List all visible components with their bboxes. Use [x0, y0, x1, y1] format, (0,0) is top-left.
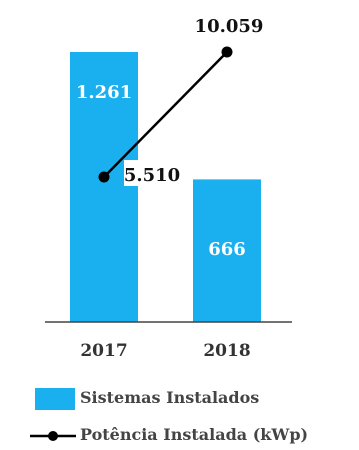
legend-label-line: Potência Instalada (kWp) [80, 425, 309, 444]
legend-item-bar: Sistemas Instalados [0, 388, 359, 412]
bar-value-label-2018: 666 [208, 239, 246, 260]
line-point-2017 [98, 171, 110, 183]
line-value-label-2018: 10.059 [195, 16, 264, 37]
legend-label-bar: Sistemas Instalados [80, 388, 260, 407]
line-point-2018 [221, 46, 233, 58]
x-tick-label-2017: 2017 [80, 341, 127, 361]
line-value-label-bg [124, 160, 180, 186]
line-series-path [103, 51, 228, 178]
x-tick-label-2018: 2018 [203, 341, 250, 361]
bar-2018 [193, 179, 261, 322]
bar-2017 [70, 52, 138, 322]
legend-line-marker [30, 431, 76, 441]
bar-value-label-2017: 1.261 [76, 82, 132, 103]
legend-swatch-bar [35, 388, 75, 410]
line-value-label-2017: 5.510 [124, 165, 180, 186]
legend-item-line: Potência Instalada (kWp) [0, 424, 359, 448]
